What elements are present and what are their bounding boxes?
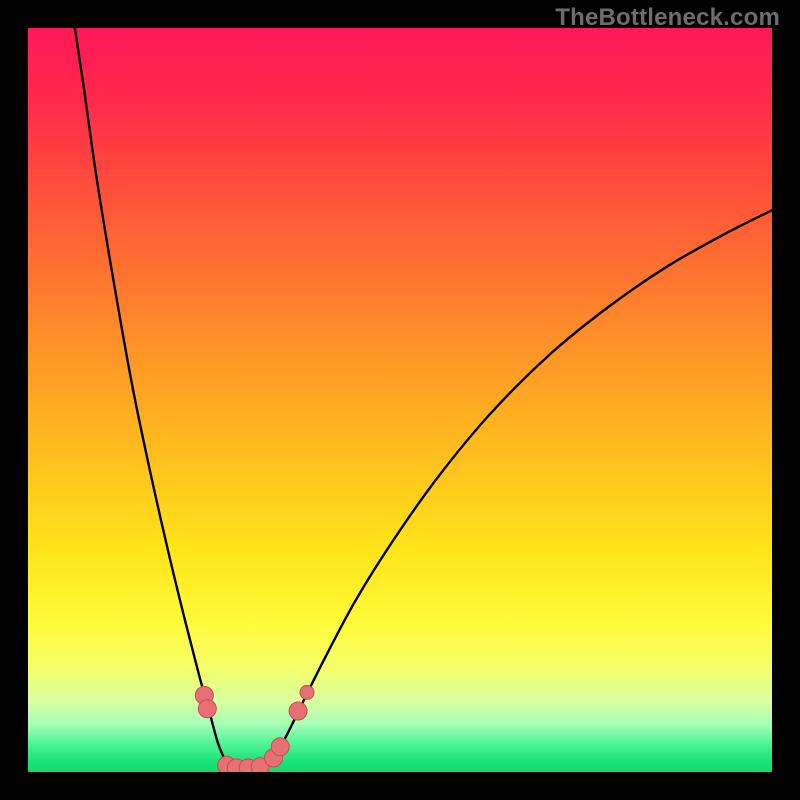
watermark-label: TheBottleneck.com [555, 4, 780, 32]
data-marker [198, 700, 216, 718]
data-marker [300, 685, 314, 699]
bottleneck-chart [0, 0, 800, 800]
plot-background [28, 28, 772, 772]
chart-container: TheBottleneck.com [0, 0, 800, 800]
data-marker [289, 702, 307, 720]
data-marker [271, 738, 289, 756]
